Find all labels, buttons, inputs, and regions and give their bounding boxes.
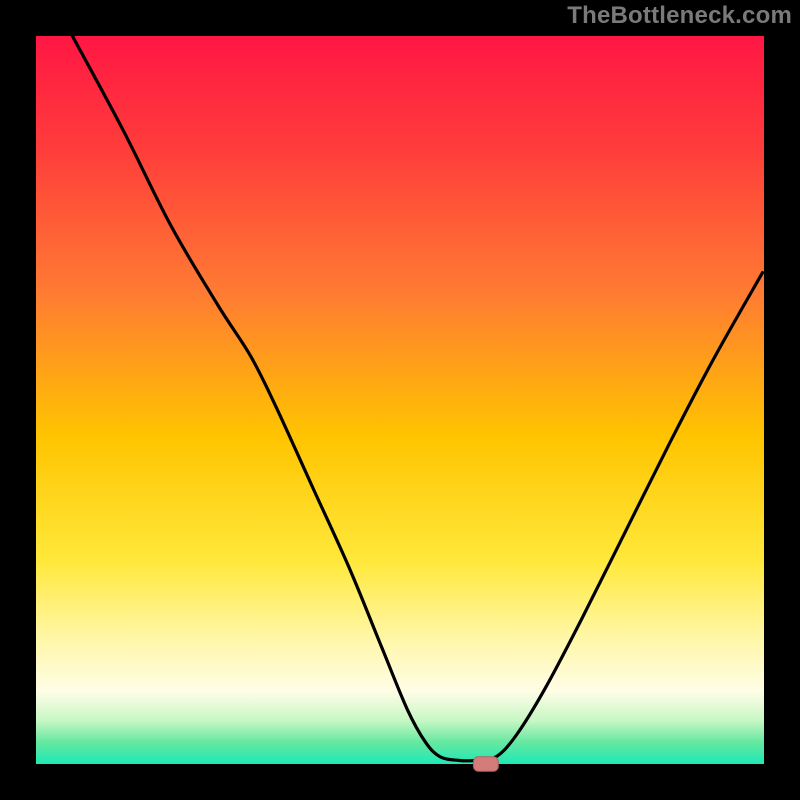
bottleneck-curve-chart bbox=[0, 0, 800, 800]
chart-frame: TheBottleneck.com bbox=[0, 0, 800, 800]
plot-background bbox=[36, 36, 764, 764]
optimal-marker bbox=[474, 757, 499, 772]
